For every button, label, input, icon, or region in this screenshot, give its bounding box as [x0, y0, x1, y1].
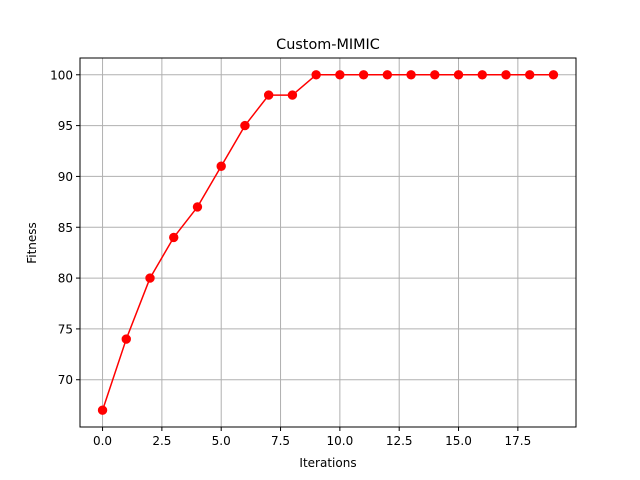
y-tick-label: 85: [58, 221, 73, 235]
plot-frame: [79, 57, 577, 428]
y-axis-label: Fitness: [25, 222, 39, 264]
y-tick-label: 75: [58, 322, 73, 336]
data-point: [501, 70, 511, 80]
x-tick-label: 10.0: [327, 434, 354, 448]
x-tick-label: 15.0: [445, 434, 472, 448]
data-point: [430, 70, 440, 80]
x-tick-label: 2.5: [152, 434, 171, 448]
data-point: [169, 232, 179, 243]
data-point: [145, 273, 155, 283]
y-tick-label: 70: [58, 373, 73, 387]
x-tick-label: 17.5: [504, 434, 531, 448]
y-tick-label: 90: [58, 170, 73, 184]
data-point: [287, 90, 298, 100]
series-layer: [97, 70, 559, 415]
x-tick-label: 12.5: [386, 434, 413, 448]
data-point: [548, 70, 559, 80]
data-point: [311, 70, 321, 80]
y-tick-label: 80: [58, 272, 73, 286]
data-point: [216, 161, 226, 171]
data-point: [97, 405, 108, 415]
x-tick-label: 0.0: [93, 434, 112, 448]
data-point: [192, 202, 203, 212]
y-tick-label: 95: [58, 119, 73, 133]
data-point: [406, 70, 416, 80]
data-point: [121, 334, 131, 344]
x-axis-label: Iterations: [299, 456, 356, 470]
data-point: [453, 70, 464, 80]
data-point: [335, 70, 345, 80]
data-point: [358, 70, 369, 80]
grid: [80, 58, 576, 427]
data-point: [477, 70, 487, 80]
data-point: [263, 90, 274, 100]
data-point: [525, 70, 535, 80]
x-tick-label: 7.5: [271, 434, 290, 448]
x-tick-label: 5.0: [212, 434, 231, 448]
chart-title: Custom-MIMIC: [276, 37, 380, 53]
ticks: 0.0 2.5 5.0 7.5 10.0 12.5 15.0 17.5 70 75 80 85 90 95…: [50, 68, 531, 448]
data-point: [240, 120, 250, 131]
y-tick-label: 100: [50, 68, 73, 82]
data-point: [382, 70, 393, 80]
